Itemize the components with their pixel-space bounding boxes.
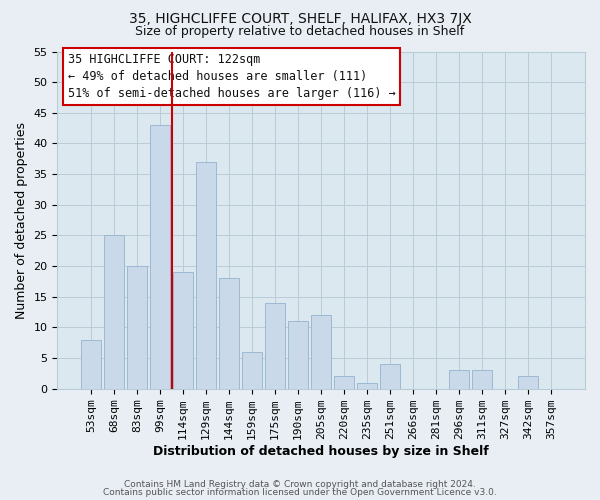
Bar: [518, 376, 538, 388]
Text: Size of property relative to detached houses in Shelf: Size of property relative to detached ho…: [136, 25, 464, 38]
Y-axis label: Number of detached properties: Number of detached properties: [15, 122, 28, 318]
Bar: [380, 364, 400, 388]
Bar: [358, 382, 377, 388]
Text: 35 HIGHCLIFFE COURT: 122sqm
← 49% of detached houses are smaller (111)
51% of se: 35 HIGHCLIFFE COURT: 122sqm ← 49% of det…: [68, 53, 396, 100]
X-axis label: Distribution of detached houses by size in Shelf: Distribution of detached houses by size …: [154, 444, 489, 458]
Bar: [220, 278, 239, 388]
Bar: [472, 370, 492, 388]
Bar: [151, 125, 170, 388]
Text: 35, HIGHCLIFFE COURT, SHELF, HALIFAX, HX3 7JX: 35, HIGHCLIFFE COURT, SHELF, HALIFAX, HX…: [128, 12, 472, 26]
Text: Contains HM Land Registry data © Crown copyright and database right 2024.: Contains HM Land Registry data © Crown c…: [124, 480, 476, 489]
Bar: [242, 352, 262, 389]
Bar: [289, 322, 308, 388]
Bar: [82, 340, 101, 388]
Text: Contains public sector information licensed under the Open Government Licence v3: Contains public sector information licen…: [103, 488, 497, 497]
Bar: [334, 376, 354, 388]
Bar: [449, 370, 469, 388]
Bar: [311, 315, 331, 388]
Bar: [173, 272, 193, 388]
Bar: [104, 236, 124, 388]
Bar: [127, 266, 147, 388]
Bar: [265, 303, 285, 388]
Bar: [196, 162, 216, 388]
